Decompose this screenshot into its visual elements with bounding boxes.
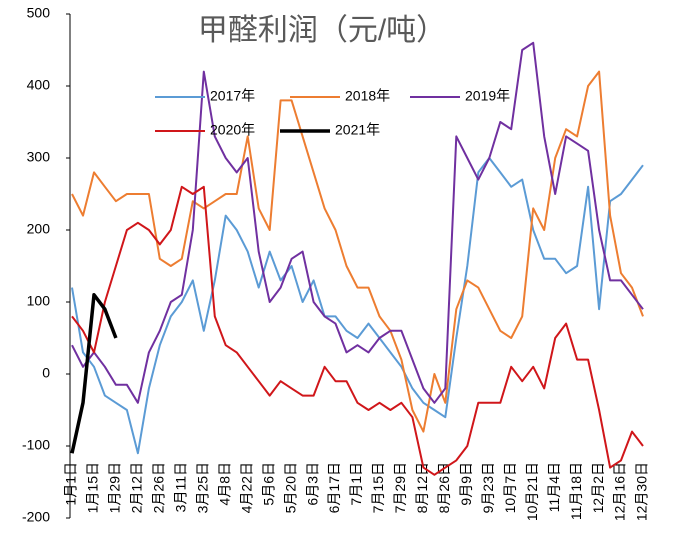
x-tick-label: 6月17日 [326,462,342,513]
series-line [71,185,644,476]
y-tick-label: 200 [27,221,51,237]
y-tick-label: 300 [27,149,51,165]
x-tick-label: 7月29日 [392,462,408,513]
x-tick-label: 12月30日 [634,462,650,521]
x-tick-label: 7月1日 [348,462,364,506]
y-tick-label: 500 [27,5,51,21]
x-tick-label: 1月29日 [107,462,123,513]
y-tick-label: 100 [27,293,51,309]
y-tick-label: -100 [22,437,50,453]
x-tick-label: 12月16日 [612,462,628,521]
y-tick-label: -200 [22,509,50,525]
legend-label: 2020年 [210,122,255,138]
x-tick-label: 1月1日 [63,462,79,506]
x-tick-label: 11月18日 [568,462,584,520]
x-tick-label: 12月2日 [590,462,606,513]
x-tick-label: 9月23日 [480,462,496,513]
x-tick-label: 10月7日 [502,462,518,513]
x-tick-label: 7月15日 [370,462,386,513]
x-tick-label: 2月12日 [129,462,145,513]
x-tick-label: 8月26日 [436,462,452,513]
legend-label: 2017年 [210,88,255,104]
x-tick-label: 11月4日 [546,462,562,512]
series-line [70,293,118,454]
legend-label: 2021年 [335,122,380,138]
legend-label: 2018年 [345,88,390,104]
x-tick-label: 8月12日 [414,462,430,513]
x-tick-label: 3月11日 [173,462,189,512]
x-tick-label: 5月6日 [260,462,276,506]
series-line [71,41,644,404]
chart-title: 甲醛利润（元/吨） [198,14,446,47]
y-tick-label: 400 [27,77,51,93]
x-tick-label: 4月8日 [216,462,232,506]
x-tick-label: 10月21日 [524,462,540,521]
legend-label: 2019年 [465,88,510,104]
x-tick-label: 6月3日 [304,462,320,506]
x-tick-label: 5月20日 [282,462,298,513]
x-tick-label: 1月15日 [85,462,101,513]
x-tick-label: 4月22日 [238,462,254,513]
y-tick-label: 0 [42,365,50,381]
x-tick-label: 3月25日 [194,462,210,513]
x-tick-label: 9月9日 [458,462,474,506]
x-tick-label: 2月26日 [151,462,167,513]
series-line [71,70,644,433]
series-line [71,157,644,455]
